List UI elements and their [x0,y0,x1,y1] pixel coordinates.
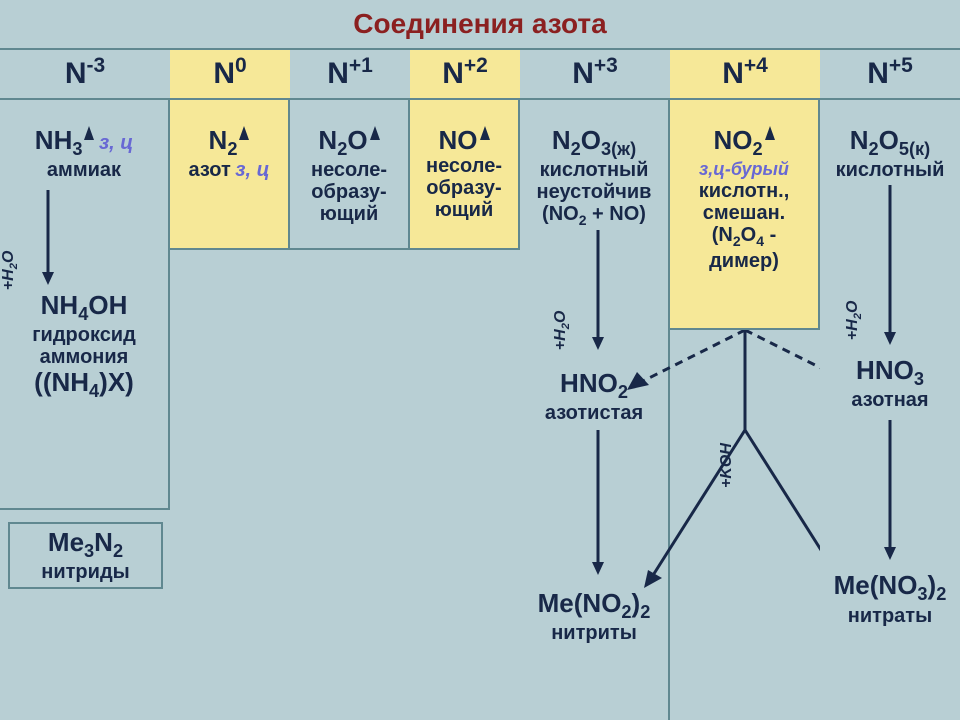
meno2-formula: Me(NO2)2 [524,589,664,622]
no2-d2: смешан. [674,202,814,224]
n2-note: з, ц [235,159,269,181]
nh4oh-desc1: гидроксид [4,324,164,346]
col-n5: N2O5(к) кислотный +H2O HNO3 азотная Me(N… [820,100,960,720]
me3n2-desc: нитриды [14,561,157,583]
hdr-n2: N+2 [410,50,520,98]
no2-note: з,ц-бурый [674,159,814,180]
n2-formula: N2 [209,125,238,155]
nh4oh-formula: NH4OH [4,291,164,324]
n2o3-d3: (NO2 + NO) [524,203,664,228]
n2o5-desc: кислотный [824,159,956,181]
content-area: NH3 з, ц аммиак +H2O NH4OH гидроксид амм… [0,100,960,720]
hdr-n0: N0 [170,50,290,98]
arrow-hno3-meno3 [880,420,900,560]
arrow-n2o5-hno3 [880,185,900,345]
main-title: Соединения азота [0,0,960,48]
me3n2-box: Me3N2 нитриды [8,522,163,589]
hdr-n1: N+1 [290,50,410,98]
label-h2o-1: +H2O [0,251,20,291]
col-n1: N2O несоле- образу- ющий [290,100,410,250]
hdr-n3: N+3 [520,50,670,98]
n2o5-formula: N2O5(к) [850,125,930,155]
arrow-nh3-nh4oh [38,190,58,285]
no2-d1: кислотн., [674,180,814,202]
n2o-d1: несоле- [294,159,404,181]
no-d1: несоле- [414,155,514,177]
n2o3-d2: неустойчив [524,181,664,203]
col-n4: NO2 з,ц-бурый кислотн., смешан. (N2O4 - … [670,100,820,330]
hdr-n-3: N-3 [0,50,170,98]
me3n2-formula: Me3N2 [14,528,157,561]
hno3-formula: HNO3 [824,356,956,389]
col-n0: N2 азот з, ц [170,100,290,250]
label-h2o-3: +H2O [844,301,864,341]
meno2-desc: нитриты [524,622,664,644]
no2-d3: (N2O4 - [674,224,814,249]
col-n2: NO несоле- образу- ющий [410,100,520,250]
nh3-formula: NH3 [35,125,83,155]
meno3-formula: Me(NO3)2 [824,571,956,604]
n2o-formula: N2O [318,125,367,155]
no-formula: NO [439,125,478,155]
hdr-n4: N+4 [670,50,820,98]
arrow-hno2-meno2 [588,430,608,575]
no2-d4: димер) [674,250,814,272]
n2-desc: азот [188,159,230,181]
meno3-desc: нитраты [824,605,956,627]
no-d3: ющий [414,199,514,221]
nh4x-formula: ((NH4)X) [4,368,164,401]
no-d2: образу- [414,177,514,199]
label-h2o-2: +H2O [552,311,572,351]
n2o-d3: ющий [294,203,404,225]
label-koh: +KOH [718,443,736,488]
n2o3-d1: кислотный [524,159,664,181]
nh4oh-desc2: аммония [4,346,164,368]
nh3-desc: аммиак [4,159,164,181]
col-n-minus-3: NH3 з, ц аммиак +H2O NH4OH гидроксид амм… [0,100,170,510]
oxidation-state-header: N-3 N0 N+1 N+2 N+3 N+4 N+5 [0,48,960,100]
hno3-desc: азотная [824,389,956,411]
nh3-note: з, ц [99,132,133,154]
hdr-n5: N+5 [820,50,960,98]
n2o-d2: образу- [294,181,404,203]
no2-formula: NO2 [713,125,762,155]
n2o3-formula: N2O3(ж) [552,125,636,155]
